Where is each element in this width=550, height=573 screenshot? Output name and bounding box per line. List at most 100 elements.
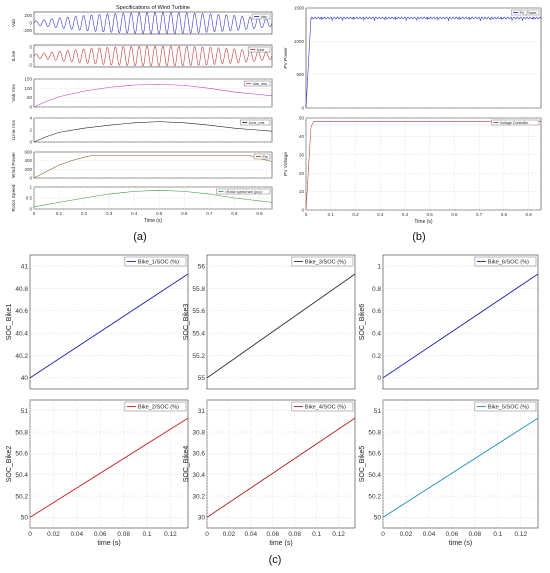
y-tick-label: 55.2 <box>192 353 205 360</box>
y-tick-label: 0 <box>29 105 32 110</box>
y-axis-label: Rotor Speed <box>11 184 17 211</box>
x-tick-label: 0.02 <box>400 531 413 538</box>
legend-box <box>124 401 187 412</box>
x-tick-label: 0.4 <box>131 211 138 216</box>
legend-label: Bike_2/SOC (%) <box>138 404 179 410</box>
series-line <box>29 273 189 379</box>
series-line <box>206 273 356 379</box>
y-tick-label: 1500 <box>294 6 305 11</box>
legend-label: Bike_1/SOC (%) <box>138 259 179 265</box>
y-tick-label: 50.4 <box>15 472 28 479</box>
y-axis-label: ILine <box>11 50 17 61</box>
y-axis-label: SOC_Bike5 <box>359 446 366 483</box>
plot-area <box>206 254 356 390</box>
series-line <box>33 121 273 143</box>
chart-c6: 0 0.2 0.4 0.6 0.8 1 SOC_Bike6 Bike_6/SOC (%) <box>359 254 539 390</box>
legend-label: Vab_rms <box>253 82 267 86</box>
legend-box <box>243 80 271 87</box>
y-tick-label: 4 <box>29 116 32 121</box>
plot-area <box>29 399 189 529</box>
y-tick-label: 50 <box>299 116 305 121</box>
legend-label: Bike_4/SOC (%) <box>305 404 346 410</box>
x-tick-label: 0.3 <box>377 212 384 217</box>
y-tick-label: 50 <box>21 515 29 522</box>
x-tick-label: 0.02 <box>47 531 60 538</box>
x-tick-label: 0.04 <box>245 531 258 538</box>
y-tick-label: 0.6 <box>372 308 381 315</box>
y-tick-label: 30 <box>198 515 206 522</box>
chart-c5: 50 50.2 50.4 50.6 50.8 51 0 0.02 0.04 0.06 0.08 0.1… <box>359 399 539 547</box>
x-tick-label: 0.06 <box>446 531 459 538</box>
y-tick-label: 0.5 <box>26 196 33 201</box>
x-tick-label: 0.12 <box>332 531 345 538</box>
legend-label: ILine_rms <box>249 121 265 125</box>
legend-label: Vab <box>261 15 267 19</box>
x-axis-label: time (s) <box>269 540 292 547</box>
legend-label: PV_Power <box>520 11 538 15</box>
legend-box <box>491 119 540 126</box>
chart-a1: -200 0 200 Specifications of Wind Turbine Va… <box>11 5 273 35</box>
x-tick-label: 0.04 <box>70 531 83 538</box>
x-tick-label: 0.7 <box>476 212 483 217</box>
chart-a4: 0 2 4 ILine rms ILine_rms <box>11 116 273 145</box>
chart-a6: 0 0.5 1 0 0.1 0.2 0.3 0.4 0.5 0.6 0.7 0.8 0.9 Rotor S… <box>11 184 273 224</box>
legend-label: Bike_3/SOC (%) <box>305 259 346 265</box>
legend-box <box>247 46 271 53</box>
y-tick-label: 400 <box>24 158 32 163</box>
y-tick-label: 50.6 <box>368 451 381 458</box>
plot-area <box>33 78 273 108</box>
y-tick-label: 0 <box>29 176 32 181</box>
x-tick-label: 0.8 <box>501 212 508 217</box>
chart-c2: 50 50.2 50.4 50.6 50.8 51 0 0.02 0.04 0.06 0.08 0.1… <box>6 399 189 547</box>
x-tick-label: 0.5 <box>156 211 163 216</box>
y-tick-label: 30.4 <box>192 472 205 479</box>
y-tick-label: 55 <box>198 375 206 382</box>
y-tick-label: -5 <box>28 63 32 68</box>
legend-label: <Rotor speed wm (pu)> <box>225 190 263 194</box>
legend-box <box>251 13 271 20</box>
legend-box <box>510 9 540 16</box>
series-line <box>29 417 189 518</box>
y-tick-label: 41 <box>21 263 29 270</box>
y-axis-label: Vab <box>11 19 17 28</box>
x-tick-label: 0.08 <box>117 531 130 538</box>
y-tick-label: 40.8 <box>15 286 28 293</box>
x-tick-label: 0.1 <box>143 531 152 538</box>
x-tick-label: 0.7 <box>206 211 213 216</box>
y-tick-label: 1 <box>29 185 32 190</box>
x-axis-label: Time (s) <box>144 218 162 224</box>
chart-a3: 0 50 100 150 Vab rms Vab_rms <box>11 77 273 110</box>
chart-b2: 0 10 20 30 40 50 0 0.1 0.2 0.3 0.4 0.5 0.6 0.7 0.8 0.9 P… <box>283 116 542 225</box>
panel-label-a: (a) <box>133 231 146 243</box>
series-line <box>382 417 539 518</box>
y-axis-label: SOC_Bike2 <box>6 446 13 483</box>
series-line <box>33 12 273 34</box>
x-tick-label: 0.06 <box>266 531 279 538</box>
y-tick-label: 0.2 <box>372 353 381 360</box>
y-tick-label: 50.2 <box>368 493 381 500</box>
chart-b1: 0 500 1000 1500 PV Power PV_Power <box>283 6 542 111</box>
panel-label-c: (c) <box>269 554 282 566</box>
x-tick-label: 0.5 <box>427 212 434 217</box>
plot-area <box>305 7 542 109</box>
x-tick-label: 0 <box>305 212 308 217</box>
y-tick-label: 200 <box>24 167 32 172</box>
x-axis-label: Time (s) <box>414 219 432 225</box>
chart-a2: -5 0 5 ILine ILine <box>11 44 273 68</box>
panel-label-b: (b) <box>412 231 425 243</box>
x-tick-label: 0.06 <box>94 531 107 538</box>
y-tick-label: 31 <box>198 408 206 415</box>
y-tick-label: 600 <box>24 150 32 155</box>
legend-box <box>474 256 537 267</box>
chart-c1: 40 40.2 40.4 40.6 40.8 41 SOC_Bike1 Bike_1/SOC … <box>6 254 189 390</box>
y-tick-label: 200 <box>24 13 32 18</box>
y-axis-label: Vab rms <box>11 84 17 102</box>
x-tick-label: 0.08 <box>288 531 301 538</box>
x-tick-label: 0.4 <box>402 212 409 217</box>
y-tick-label: 30.8 <box>192 429 205 436</box>
x-tick-label: 0.04 <box>423 531 436 538</box>
x-tick-label: 0.9 <box>256 211 263 216</box>
y-axis-label: PV Voltage <box>283 152 289 176</box>
y-axis-label: SOC_Bike4 <box>183 446 190 483</box>
legend-box <box>291 401 354 412</box>
